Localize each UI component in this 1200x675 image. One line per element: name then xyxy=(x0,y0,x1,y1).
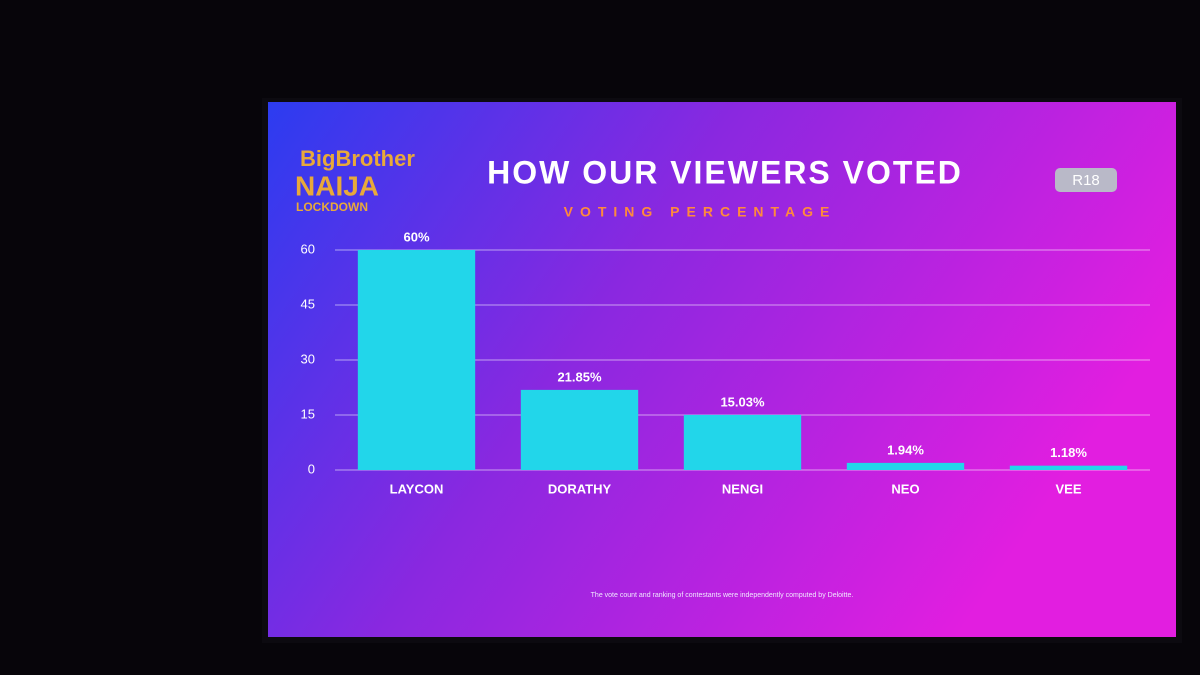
badge: R18 xyxy=(1072,172,1100,189)
value-label: 1.94% xyxy=(887,442,924,457)
value-label: 60% xyxy=(403,229,429,244)
y-tick-label: 60 xyxy=(301,241,315,256)
chart-title: HOW OUR VIEWERS VOTED xyxy=(487,154,963,190)
logo-line2: NAIJA xyxy=(295,170,379,201)
x-tick-label: LAYCON xyxy=(390,481,444,496)
x-tick-label: VEE xyxy=(1055,481,1081,496)
badge-bg xyxy=(1055,168,1117,192)
value-label: 15.03% xyxy=(720,394,765,409)
x-tick-label: NENGI xyxy=(722,481,763,496)
y-tick-label: 45 xyxy=(301,296,315,311)
y-tick-label: 15 xyxy=(301,406,315,421)
chart-subtitle: VOTING PERCENTAGE xyxy=(564,204,837,220)
logo-line3: LOCKDOWN xyxy=(296,200,368,214)
footnote: The vote count and ranking of contestant… xyxy=(591,592,854,599)
value-label: 1.18% xyxy=(1050,445,1087,460)
x-tick-label: DORATHY xyxy=(548,481,612,496)
bar xyxy=(846,462,965,470)
x-tick-label: NEO xyxy=(891,481,919,496)
bar xyxy=(520,389,639,470)
y-tick-label: 0 xyxy=(308,461,315,476)
bar xyxy=(683,414,802,470)
bar xyxy=(1009,465,1128,470)
value-label: 21.85% xyxy=(557,369,602,384)
y-tick-label: 30 xyxy=(301,351,315,366)
bar xyxy=(357,250,476,470)
logo-line1: BigBrother xyxy=(300,146,415,171)
